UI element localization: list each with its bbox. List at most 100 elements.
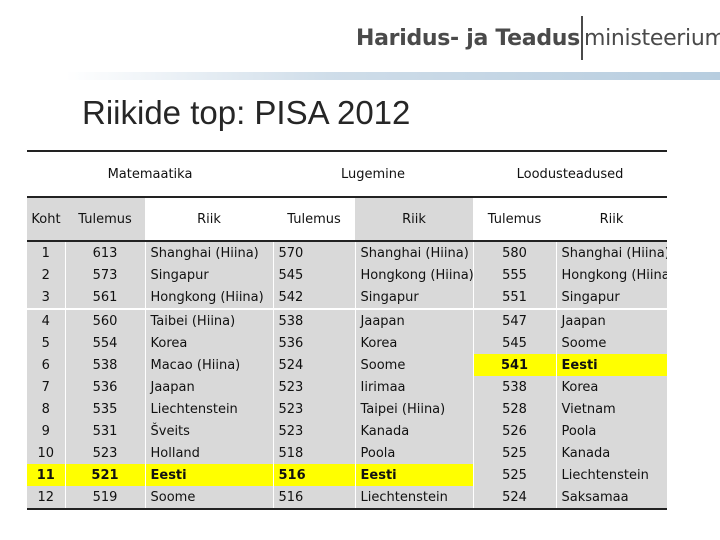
cell-koht: 9 xyxy=(27,420,65,442)
group-header-math: Matemaatika xyxy=(27,150,274,198)
cell-reading-country: Jaapan xyxy=(354,310,474,332)
col-header-koht: Koht xyxy=(27,197,65,242)
cell-math-country: Šveits xyxy=(144,420,274,442)
cell-science-score: 538 xyxy=(472,376,557,398)
cell-science-score: 545 xyxy=(472,332,557,354)
cell-reading-country: Taipei (Hiina) xyxy=(354,398,474,420)
cell-math-score: 554 xyxy=(64,332,145,354)
cell-reading-country: Liechtenstein xyxy=(354,486,474,510)
page-title: Riikide top: PISA 2012 xyxy=(82,94,411,131)
cell-math-country: Korea xyxy=(144,332,274,354)
cell-science-score: 528 xyxy=(472,398,557,420)
cell-reading-country: Singapur xyxy=(354,286,474,308)
cell-reading-country: Korea xyxy=(354,332,474,354)
cell-math-score: 519 xyxy=(64,486,145,510)
cell-science-score: 555 xyxy=(472,264,557,286)
cell-math-score: 521 xyxy=(64,464,145,486)
cell-math-country: Taibei (Hiina) xyxy=(144,310,274,332)
cell-math-country: Liechtenstein xyxy=(144,398,274,420)
cell-math-score: 560 xyxy=(64,310,145,332)
cell-science-score: 525 xyxy=(472,442,557,464)
logo-separator xyxy=(580,16,583,60)
logo-text-primary: Haridus- ja Teadus xyxy=(356,25,580,51)
cell-science-score: 524 xyxy=(472,486,557,510)
table-row: 9 531 Šveits 523 Kanada 526 Poola xyxy=(27,420,668,442)
cell-koht: 2 xyxy=(27,264,65,286)
cell-koht: 7 xyxy=(27,376,65,398)
pisa-ranking-table: Matemaatika Lugemine Loodusteadused Koht… xyxy=(27,150,668,510)
cell-science-country: Shanghai (Hiina) xyxy=(555,241,668,264)
cell-science-country: Poola xyxy=(555,420,668,442)
cell-science-score: 541 xyxy=(472,354,557,376)
col-header-math-tulemus: Tulemus xyxy=(65,197,145,242)
table-row: 3 561 Hongkong (Hiina) 542 Singapur 551 Singap… xyxy=(27,286,668,308)
cell-koht: 3 xyxy=(27,286,65,308)
group-header-science: Loodusteadused xyxy=(473,150,668,198)
cell-science-score: 547 xyxy=(472,310,557,332)
cell-math-score: 536 xyxy=(64,376,145,398)
cell-math-score: 538 xyxy=(64,354,145,376)
cell-reading-score: 518 xyxy=(272,442,356,464)
col-header-reading-riik: Riik xyxy=(355,197,474,242)
cell-math-score: 561 xyxy=(64,286,145,308)
cell-science-country: Vietnam xyxy=(555,398,668,420)
cell-science-country: Saksamaa xyxy=(555,486,668,510)
cell-reading-score: 545 xyxy=(272,264,356,286)
cell-reading-country: Eesti xyxy=(354,464,474,486)
table-row: 5 554 Korea 536 Korea 545 Soome xyxy=(27,332,668,354)
cell-science-score: 551 xyxy=(472,286,557,308)
cell-science-country: Kanada xyxy=(555,442,668,464)
cell-reading-score: 516 xyxy=(272,464,356,486)
cell-math-score: 573 xyxy=(64,264,145,286)
cell-reading-country: Soome xyxy=(354,354,474,376)
cell-math-country: Macao (Hiina) xyxy=(144,354,274,376)
cell-science-score: 580 xyxy=(472,241,557,264)
cell-reading-score: 542 xyxy=(272,286,356,308)
logo-text-secondary: ministeerium xyxy=(583,25,720,51)
cell-math-score: 531 xyxy=(64,420,145,442)
col-header-science-riik: Riik xyxy=(556,197,668,242)
cell-science-score: 526 xyxy=(472,420,557,442)
logo-underline-bar xyxy=(66,72,720,80)
table-row: 8 535 Liechtenstein 523 Taipei (Hiina) 528 Vie… xyxy=(27,398,668,420)
cell-koht: 5 xyxy=(27,332,65,354)
cell-reading-score: 536 xyxy=(272,332,356,354)
table-row: 2 573 Singapur 545 Hongkong (Hiina) 555 Hongko… xyxy=(27,264,668,286)
cell-reading-score: 538 xyxy=(272,310,356,332)
cell-math-country: Soome xyxy=(144,486,274,510)
cell-science-score: 525 xyxy=(472,464,557,486)
cell-science-country: Hongkong (Hiina) xyxy=(555,264,668,286)
cell-math-score: 613 xyxy=(64,241,145,264)
cell-science-country: Liechtenstein xyxy=(555,464,668,486)
cell-science-country: Singapur xyxy=(555,286,668,308)
cell-koht: 1 xyxy=(27,241,65,264)
cell-reading-score: 523 xyxy=(272,420,356,442)
cell-math-country: Eesti xyxy=(144,464,274,486)
cell-koht: 4 xyxy=(27,310,65,332)
table-row: 11 521 Eesti 516 Eesti 525 Liechtenstein xyxy=(27,464,668,486)
cell-koht: 6 xyxy=(27,354,65,376)
cell-reading-country: Hongkong (Hiina) xyxy=(354,264,474,286)
cell-reading-country: Shanghai (Hiina) xyxy=(354,241,474,264)
col-header-reading-tulemus: Tulemus xyxy=(273,197,356,242)
cell-reading-country: Kanada xyxy=(354,420,474,442)
table-row: 1 613 Shanghai (Hiina) 570 Shanghai (Hiina) 5… xyxy=(27,241,668,264)
cell-math-country: Holland xyxy=(144,442,274,464)
cell-math-country: Jaapan xyxy=(144,376,274,398)
cell-math-score: 523 xyxy=(64,442,145,464)
table-row: 4 560 Taibei (Hiina) 538 Jaapan 547 Jaapan xyxy=(27,310,668,332)
cell-koht: 11 xyxy=(27,464,65,486)
cell-reading-score: 570 xyxy=(272,241,356,264)
group-header-reading: Lugemine xyxy=(273,150,474,198)
cell-science-country: Korea xyxy=(555,376,668,398)
table-row: 7 536 Jaapan 523 Iirimaa 538 Korea xyxy=(27,376,668,398)
cell-reading-country: Poola xyxy=(354,442,474,464)
col-header-science-tulemus: Tulemus xyxy=(473,197,557,242)
table-row: 10 523 Holland 518 Poola 525 Kanada xyxy=(27,442,668,464)
col-header-math-riik: Riik xyxy=(145,197,274,242)
cell-science-country: Jaapan xyxy=(555,310,668,332)
cell-reading-score: 523 xyxy=(272,398,356,420)
cell-reading-score: 523 xyxy=(272,376,356,398)
cell-koht: 12 xyxy=(27,486,65,510)
cell-reading-score: 516 xyxy=(272,486,356,510)
